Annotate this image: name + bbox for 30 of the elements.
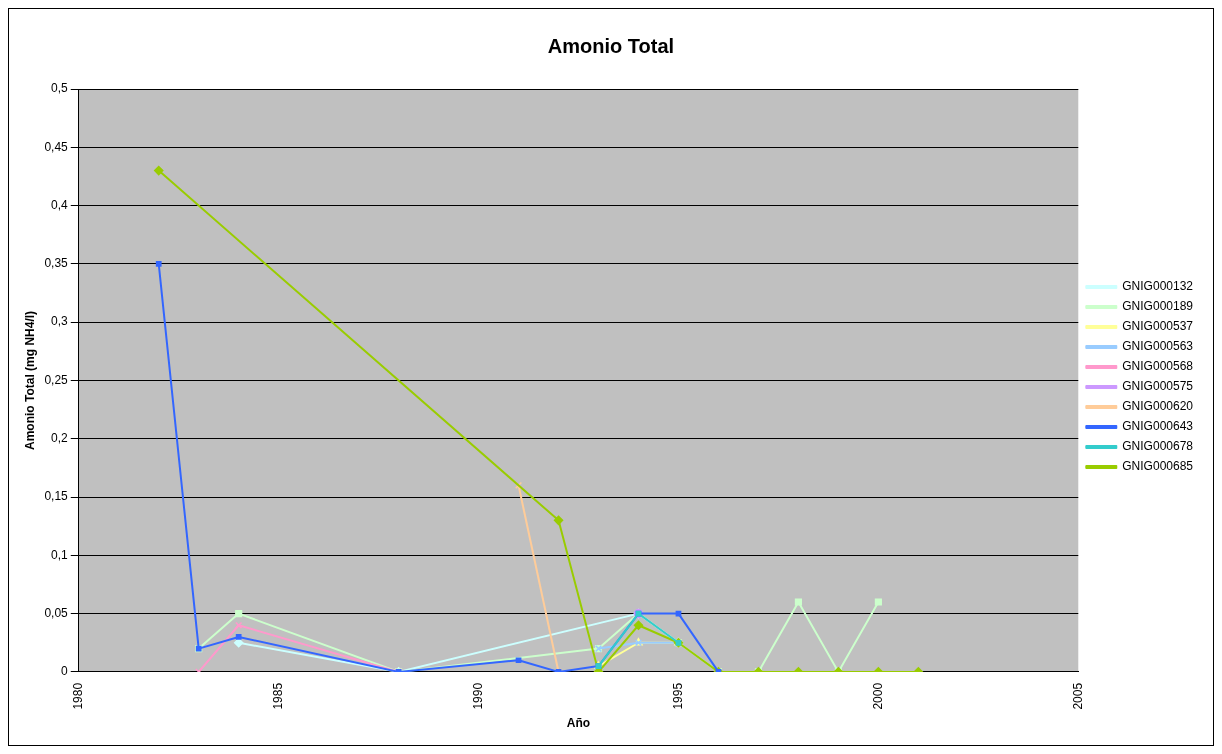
y-tick-label: 0,4 <box>51 197 69 212</box>
chart-title: Amonio Total <box>547 34 675 57</box>
y-tick-label: 0,35 <box>44 256 69 271</box>
x-tick-label: 2005 <box>1070 682 1085 710</box>
y-tick-label: 0,15 <box>44 489 69 504</box>
legend-label: GNIG000563 <box>1122 339 1194 354</box>
legend-label: GNIG000189 <box>1122 299 1194 314</box>
y-tick-label: 0,45 <box>44 139 69 154</box>
y-tick-label: 0,1 <box>51 547 69 562</box>
x-axis-title: Año <box>566 716 591 731</box>
y-tick-label: 0,3 <box>51 314 69 329</box>
x-tick-label: 1980 <box>71 682 86 710</box>
x-tick-label: 2000 <box>870 682 885 710</box>
legend-label: GNIG000685 <box>1122 459 1194 474</box>
x-tick-label: 1985 <box>270 682 285 710</box>
legend-label: GNIG000620 <box>1122 399 1194 414</box>
y-tick-label: 0,2 <box>51 431 69 446</box>
legend-label: GNIG000537 <box>1122 319 1194 334</box>
y-tick-label: 0 <box>61 664 69 679</box>
legend-label: GNIG000132 <box>1122 279 1194 294</box>
legend-label: GNIG000575 <box>1122 379 1194 394</box>
y-tick-label: 0,25 <box>44 372 69 387</box>
legend-label: GNIG000568 <box>1122 359 1194 374</box>
y-axis-title: Amonio Total (mg NH4/l) <box>22 310 37 451</box>
x-tick-label: 1990 <box>470 682 485 710</box>
legend-label: GNIG000643 <box>1122 419 1194 434</box>
y-tick-label: 0,05 <box>44 605 69 620</box>
x-tick-label: 1995 <box>670 682 685 710</box>
legend-label: GNIG000678 <box>1122 439 1194 454</box>
y-tick-label: 0,5 <box>51 81 69 96</box>
